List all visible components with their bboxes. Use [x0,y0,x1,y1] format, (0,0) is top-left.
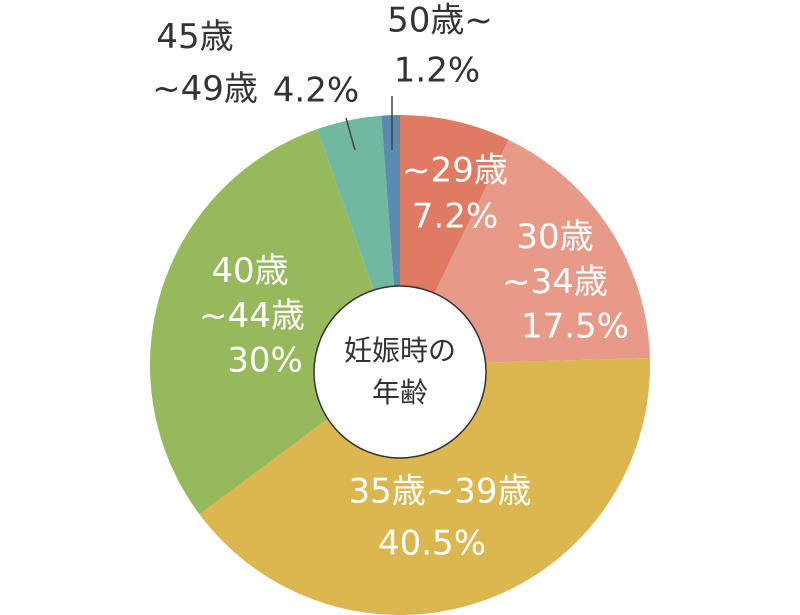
slice [199,357,650,615]
category-label: 30歳~34歳 [502,217,608,302]
value-label: 17.5% [521,307,629,347]
value-label: 40.5% [378,524,486,564]
slices [149,115,650,615]
slice [400,139,650,365]
center-circle [313,285,487,459]
slice [149,129,400,515]
category-label: ~29歳 [402,151,508,191]
leader-line [345,117,356,151]
value-label: 30% [227,341,303,381]
category-label: 45歳~49歳 [152,17,258,109]
value-label: 1.2% [394,51,480,91]
category-label: 50歳~ [387,1,493,41]
category-label: 40歳~44歳 [199,251,305,336]
value-label: 7.2% [412,197,498,237]
value-label: 4.2% [273,71,359,111]
category-label: 35歳~39歳 [348,472,531,512]
center-label: 妊娠時の年齢 [344,334,456,409]
